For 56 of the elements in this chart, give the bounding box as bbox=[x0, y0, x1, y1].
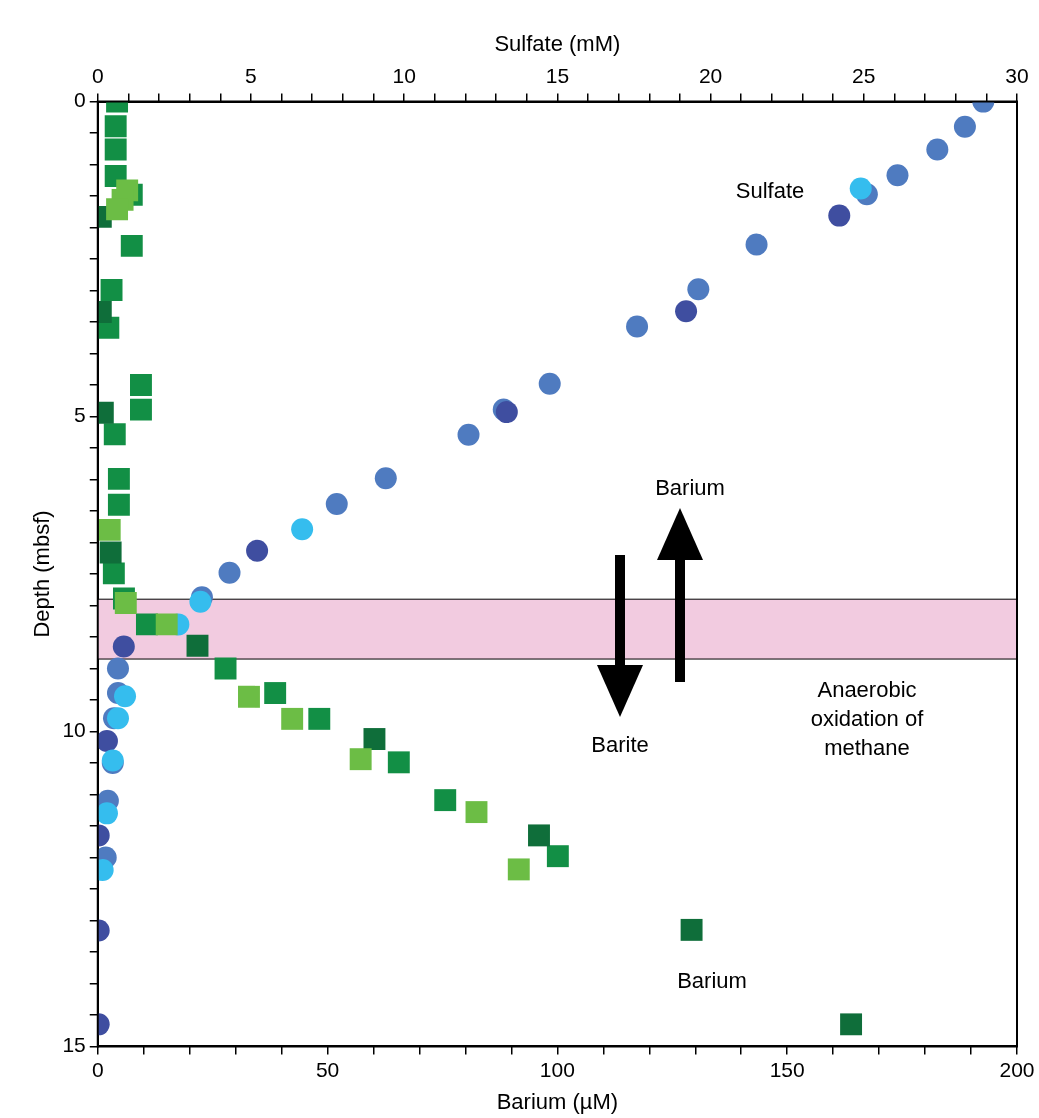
point bbox=[528, 824, 550, 847]
point bbox=[107, 467, 130, 490]
point bbox=[465, 801, 488, 824]
point bbox=[363, 728, 386, 750]
point bbox=[680, 918, 703, 941]
y-tick-label: 10 bbox=[62, 718, 86, 742]
annotation: Barium bbox=[655, 475, 725, 501]
x2-tick-label: 10 bbox=[392, 63, 416, 87]
x-axis-title: Barium (µM) bbox=[496, 1088, 619, 1114]
point bbox=[103, 423, 126, 446]
point bbox=[387, 751, 410, 774]
x2-tick-label: 25 bbox=[852, 63, 876, 87]
point bbox=[238, 685, 260, 708]
point bbox=[264, 682, 287, 705]
y-axis-title: Depth (mbsf) bbox=[29, 510, 55, 638]
x-tick-label: 50 bbox=[315, 1057, 340, 1081]
y-tick-label: 0 bbox=[74, 88, 86, 112]
x2-tick-label: 5 bbox=[245, 63, 257, 87]
point bbox=[840, 1013, 863, 1036]
point bbox=[104, 115, 127, 138]
point bbox=[130, 374, 152, 396]
x2-tick-label: 0 bbox=[91, 63, 104, 87]
point bbox=[98, 518, 121, 541]
x2-tick-label: 20 bbox=[698, 63, 723, 87]
point bbox=[434, 789, 457, 812]
point bbox=[308, 707, 331, 730]
y-tick-label: 15 bbox=[62, 1033, 86, 1057]
point bbox=[349, 748, 372, 771]
point bbox=[214, 657, 237, 680]
point bbox=[102, 562, 125, 585]
x-tick-label: 100 bbox=[539, 1057, 575, 1081]
point bbox=[135, 613, 158, 636]
x-tick-label: 0 bbox=[91, 1057, 104, 1081]
annotation: Barite bbox=[591, 732, 649, 758]
point bbox=[104, 138, 127, 161]
x2-tick-label: 15 bbox=[545, 63, 570, 87]
point bbox=[281, 707, 304, 730]
x-tick-label: 200 bbox=[999, 1057, 1035, 1081]
band-label: Anaerobic oxidation of methane bbox=[810, 677, 925, 761]
point bbox=[114, 592, 137, 614]
annotation: Sulfate bbox=[735, 178, 805, 204]
y-tick-label: 5 bbox=[74, 403, 86, 427]
point bbox=[155, 613, 178, 636]
point bbox=[546, 845, 569, 868]
point bbox=[186, 634, 209, 657]
point bbox=[120, 234, 143, 257]
x-tick-label: 150 bbox=[769, 1057, 805, 1081]
point bbox=[130, 398, 152, 421]
point bbox=[107, 493, 130, 516]
x2-axis-title: Sulfate (mM) bbox=[494, 31, 621, 57]
point bbox=[507, 858, 530, 881]
point bbox=[99, 541, 122, 564]
annotation: Barium bbox=[677, 968, 747, 994]
point bbox=[100, 278, 123, 301]
x2-tick-label: 30 bbox=[1005, 63, 1029, 87]
point bbox=[106, 198, 129, 221]
